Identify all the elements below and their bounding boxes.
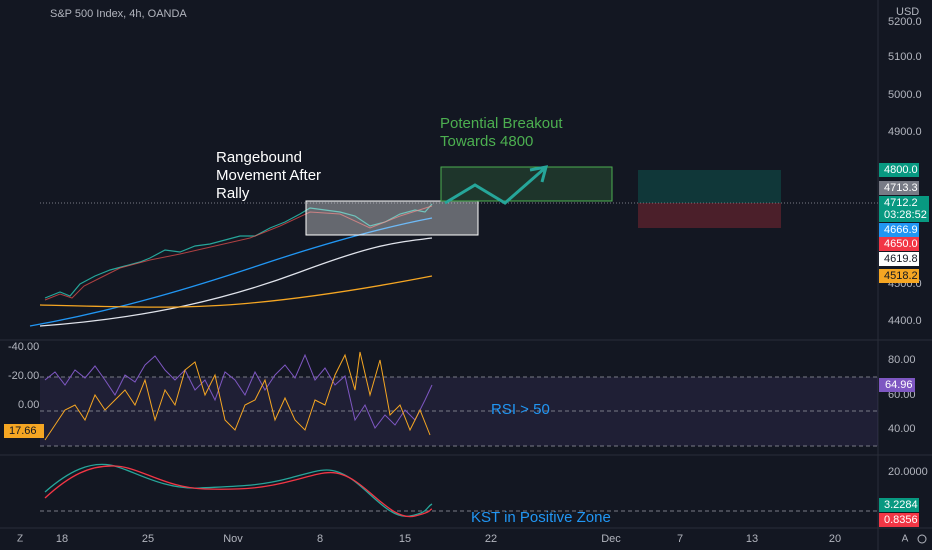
annotation-line: Potential Breakout xyxy=(440,115,563,132)
breakout-arrow[interactable] xyxy=(444,165,549,205)
badge-text: 03:28:52 xyxy=(884,209,927,221)
rsi-line xyxy=(44,353,433,429)
time-label: 8 xyxy=(317,533,323,545)
long-target-zone[interactable] xyxy=(638,170,781,203)
symbol-title: S&P 500 Index, 4h, OANDA xyxy=(50,8,187,20)
kst-label: 20.0000 xyxy=(888,466,928,478)
badge-text: 4619.8 xyxy=(884,253,918,265)
badge xyxy=(879,196,929,222)
annotation-line: Towards 4800 xyxy=(440,133,533,150)
badge-text: 4666.9 xyxy=(884,224,918,236)
ma-mid xyxy=(39,237,433,327)
time-label: 13 xyxy=(746,533,758,545)
price-label: 5100.0 xyxy=(888,51,922,63)
annotation[interactable]: KST in Positive Zone xyxy=(471,509,611,526)
ma-slow xyxy=(39,275,433,308)
badge-text: 4713.3 xyxy=(884,182,918,194)
rsi-band xyxy=(40,377,878,446)
badge-text: 4712.2 xyxy=(884,197,918,209)
ma-fast xyxy=(29,217,433,327)
annotation-line: Movement After xyxy=(216,167,321,184)
osc-right-label: 40.00 xyxy=(888,423,916,435)
badge xyxy=(879,163,919,177)
annotation-line: Rally xyxy=(216,185,250,202)
price-label: 5200.0 xyxy=(888,16,922,28)
badge xyxy=(879,223,919,237)
badge-text: 64.96 xyxy=(885,379,913,391)
osc-left-label: 0.00 xyxy=(18,399,39,411)
price-line xyxy=(44,203,433,299)
time-label: 18 xyxy=(56,533,68,545)
osc-right-label: 80.00 xyxy=(888,354,916,366)
badge-text: 3.2284 xyxy=(884,499,918,511)
badge xyxy=(879,252,919,266)
badge xyxy=(879,498,919,512)
badge-text: 4800.0 xyxy=(884,164,918,176)
annotation[interactable]: Rangebound Movement After Rally xyxy=(216,149,321,202)
price-line-low xyxy=(44,205,433,301)
badge-text: 17.66 xyxy=(9,425,37,437)
time-label: 7 xyxy=(677,533,683,545)
oscillator-line xyxy=(44,351,431,441)
annotation[interactable]: RSI > 50 xyxy=(491,401,550,418)
badge xyxy=(879,237,919,251)
price-label: 4900.0 xyxy=(888,126,922,138)
price-label: 4400.0 xyxy=(888,315,922,327)
osc-left-label: -20.00 xyxy=(8,370,39,382)
target-box[interactable] xyxy=(440,166,613,202)
zoom-icon[interactable]: Z xyxy=(17,534,23,545)
price-badges: 4800.0 4713.3 4712.203:28:52 4666.9 4650… xyxy=(879,163,929,283)
time-label: Dec xyxy=(601,533,621,545)
time-label: 20 xyxy=(829,533,841,545)
time-label: 25 xyxy=(142,533,154,545)
range-box[interactable] xyxy=(305,200,479,236)
currency[interactable]: USD xyxy=(896,6,919,18)
time-label: 22 xyxy=(485,533,497,545)
badge xyxy=(879,378,915,392)
settings-icon[interactable] xyxy=(917,534,927,544)
time-label: 15 xyxy=(399,533,411,545)
badge xyxy=(879,181,919,195)
long-stop-zone[interactable] xyxy=(638,203,781,228)
osc-left-label: -40.00 xyxy=(8,341,39,353)
annotation-line: Rangebound xyxy=(216,149,302,166)
time-label: Nov xyxy=(223,533,243,545)
badge-text: 0.8356 xyxy=(884,514,918,526)
price-label: 5000.0 xyxy=(888,89,922,101)
badge xyxy=(879,513,919,527)
time-axis: 18 25 Nov 8 15 22 Dec 7 13 20 xyxy=(56,533,841,545)
auto-scale-icon[interactable]: A xyxy=(902,534,909,545)
badge xyxy=(879,269,919,283)
kst-signal xyxy=(44,465,433,518)
annotation[interactable]: Potential Breakout Towards 4800 xyxy=(440,115,563,150)
badge-text: 4518.2 xyxy=(884,270,918,282)
badge xyxy=(4,424,44,438)
badge-text: 4650.0 xyxy=(884,238,918,250)
